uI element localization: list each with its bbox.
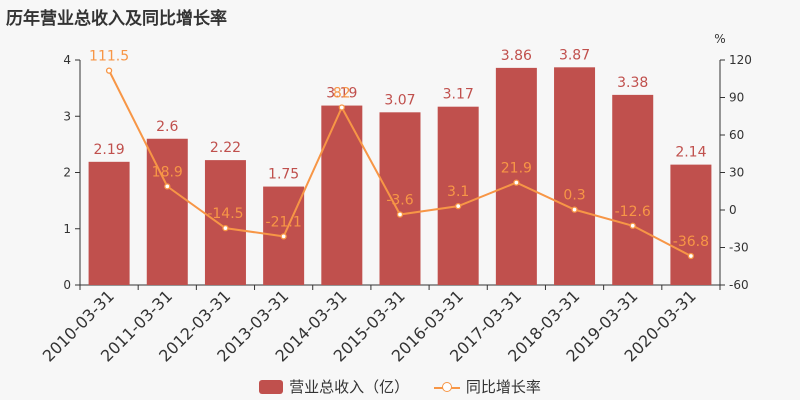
legend-label-revenue: 营业总收入（亿）	[289, 378, 410, 396]
legend-bar-swatch	[259, 379, 284, 394]
growth-value-label: 82	[333, 86, 351, 102]
legend-line-swatch	[433, 380, 460, 394]
bar	[612, 94, 654, 285]
growth-value-label: 0.3	[563, 188, 585, 204]
bar-value-label: 3.07	[384, 92, 415, 108]
growth-point	[513, 179, 520, 186]
bar-value-label: 3.19	[326, 86, 357, 102]
bar	[88, 161, 130, 285]
bar	[554, 67, 596, 285]
growth-point	[571, 206, 578, 213]
legend: 营业总收入（亿） 同比增长率	[0, 376, 800, 398]
growth-point	[280, 233, 287, 240]
legend-label-growth: 同比增长率	[465, 378, 541, 396]
y-right-tick-label: 30	[729, 166, 744, 180]
y-right-tick-label: 90	[729, 91, 744, 105]
y-right-tick-label: 60	[729, 128, 744, 142]
growth-value-label: -36.8	[673, 234, 709, 250]
y-left-tick-label: 0	[63, 278, 71, 292]
y-left-tick-label: 3	[63, 109, 71, 123]
growth-point	[105, 67, 113, 74]
y-right-tick-label: -60	[729, 278, 749, 292]
bar-value-label: 3.87	[559, 47, 590, 63]
growth-point	[687, 252, 695, 260]
bar	[204, 160, 246, 285]
bar-value-label: 2.14	[675, 145, 706, 161]
growth-point	[455, 202, 462, 210]
bar	[146, 138, 188, 285]
growth-value-label: -21.1	[266, 214, 302, 230]
growth-point	[396, 211, 404, 218]
bar-value-label: 3.17	[443, 87, 474, 103]
growth-value-label: -12.6	[615, 204, 651, 220]
bar-value-label: 2.22	[210, 140, 241, 156]
growth-value-label: 21.9	[501, 161, 532, 177]
growth-value-label: 3.1	[447, 184, 469, 200]
chart-title: 历年营业总收入及同比增长率	[6, 9, 227, 29]
y-right-unit-label: %	[714, 32, 725, 46]
bar-value-label: 3.38	[617, 75, 648, 91]
bar-value-label: 1.75	[268, 167, 299, 183]
y-right-tick-label: -30	[729, 241, 749, 255]
bar-value-label: 2.6	[156, 119, 178, 135]
bar	[437, 106, 479, 285]
growth-point	[222, 224, 229, 232]
y-left-tick-label: 1	[63, 222, 71, 236]
growth-point	[629, 222, 636, 229]
y-left-tick-label: 2	[63, 166, 71, 180]
y-left-tick-label: 4	[63, 53, 71, 67]
bar	[495, 67, 537, 285]
growth-value-label: 111.5	[89, 49, 129, 65]
y-right-tick-label: 120	[729, 53, 752, 67]
bar	[379, 112, 421, 285]
bar-value-label: 3.86	[501, 48, 532, 64]
bar	[670, 164, 712, 285]
legend-item-revenue[interactable]: 营业总收入（亿）	[259, 376, 409, 397]
legend-item-growth[interactable]: 同比增长率	[433, 376, 541, 397]
y-right-tick-label: 0	[729, 203, 737, 217]
growth-value-label: 18.9	[152, 164, 183, 180]
growth-point	[164, 183, 171, 190]
growth-value-label: -14.5	[207, 206, 243, 222]
growth-value-label: -3.6	[386, 193, 413, 209]
growth-point	[338, 104, 345, 111]
bar-value-label: 2.19	[94, 142, 125, 158]
